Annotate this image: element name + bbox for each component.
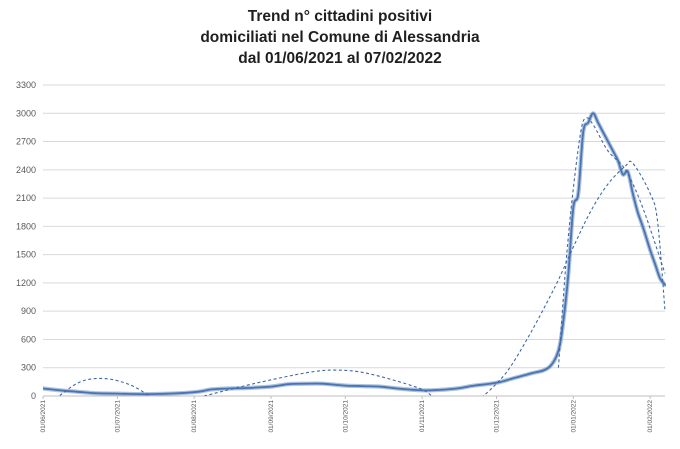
x-tick-label: 01/06/2021 xyxy=(40,400,47,433)
y-tick-label: 300 xyxy=(21,363,36,373)
y-tick-label: 1200 xyxy=(16,278,36,288)
chart-title: Trend n° cittadini positivi domiciliati … xyxy=(0,6,680,69)
y-tick-label: 900 xyxy=(21,306,36,316)
y-tick-label: 2100 xyxy=(16,193,36,203)
x-tick-label: 01/10/2021 xyxy=(342,400,349,433)
trendline-4 xyxy=(557,117,666,368)
chart-title-line-1: Trend n° cittadini positivi xyxy=(247,8,433,25)
series-line xyxy=(43,112,666,396)
x-tick-label: 01/11/2021 xyxy=(419,400,426,432)
x-tick-label: 01/02/2022 xyxy=(647,400,654,433)
series-line-halo xyxy=(43,111,666,396)
y-axis-tick-labels: 0 300 600 900 1200 1500 1800 2100 2400 2700 3000 33… xyxy=(16,80,36,401)
x-tick-label: 01/09/2021 xyxy=(268,400,275,433)
x-tick-label: 01/08/2021 xyxy=(191,400,198,433)
y-tick-label: 600 xyxy=(21,334,36,344)
chart-title-line-3: dal 01/06/2021 al 07/02/2022 xyxy=(238,50,442,67)
trendline-1 xyxy=(58,377,150,396)
series-layer xyxy=(43,111,666,396)
trendline-3 xyxy=(482,160,666,396)
y-tick-label: 1500 xyxy=(16,250,36,260)
chart-title-line-2: domiciliati nel Comune di Alessandria xyxy=(200,29,480,46)
y-tick-label: 3300 xyxy=(16,80,36,90)
y-tick-label: 0 xyxy=(31,391,36,401)
x-tick-label: 01/07/2021 xyxy=(114,400,121,433)
y-tick-label: 2400 xyxy=(16,165,36,175)
y-tick-label: 2700 xyxy=(16,137,36,147)
x-tick-label: 01/12/2021 xyxy=(493,400,500,433)
trendline-2 xyxy=(203,369,433,396)
y-tick-label: 3000 xyxy=(16,108,36,118)
x-tick-label: 01/01/2022 xyxy=(570,400,577,433)
x-axis-tick-labels: 01/06/2021 01/07/2021 01/08/2021 01/09/2021… xyxy=(40,396,654,433)
y-tick-label: 1800 xyxy=(16,221,36,231)
